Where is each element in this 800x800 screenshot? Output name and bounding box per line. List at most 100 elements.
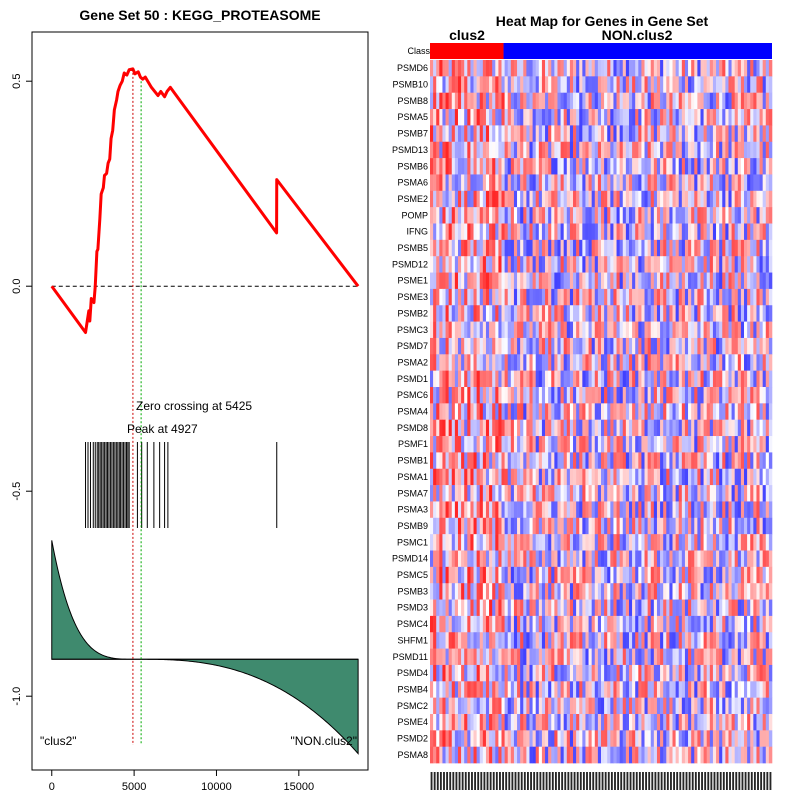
heatmap-cell [545,403,549,420]
heatmap-cell [688,256,692,273]
heatmap-cell [436,272,440,290]
heatmap-cell [566,92,571,110]
heatmap-cell [669,599,673,617]
heatmap-cell [628,730,633,747]
gene-label: PSMA8 [397,750,428,760]
heatmap-cell [445,746,449,764]
heatmap-cell [501,223,505,241]
heatmap-cell [523,207,527,224]
heatmap-cell [560,125,564,143]
heatmap-cell [691,599,695,617]
heatmap-cell [650,534,655,551]
heatmap-cell [684,419,689,437]
heatmap-cell [576,534,580,551]
heatmap-cell [473,125,477,143]
heatmap-cell [650,288,655,306]
heatmap-cell [529,615,533,633]
heatmap-cell [517,632,521,649]
heatmap-cell [725,632,729,649]
heatmap-cell [697,681,701,698]
heatmap-cell [744,485,748,502]
heatmap-cell [706,272,711,290]
heatmap-cell [759,92,763,110]
heatmap-cell [706,501,711,519]
heatmap-cell [535,141,540,159]
heatmap-cell [647,550,652,568]
heatmap-cell [734,60,739,77]
heatmap-cell [479,746,484,764]
heatmap-row [430,223,773,241]
heatmap-cell [448,125,453,143]
heatmap-cell [451,664,456,682]
heatmap-cell [647,485,652,502]
heatmap-cell [731,272,735,290]
heatmap-cell [663,158,667,175]
heatmap-cell [635,141,639,159]
heatmap-cell [747,76,751,93]
heatmap-cell [700,485,704,502]
heatmap-cell [712,664,717,682]
sample-label-mark [443,772,445,790]
heatmap-cell [750,714,754,731]
gene-label: PSMA5 [397,112,428,122]
heatmap-cell [669,125,673,143]
heatmap-cell [740,648,745,666]
heatmap-cell [467,583,471,600]
heatmap-cell [728,746,732,764]
heatmap-cell [498,387,502,404]
heatmap-cell [678,141,683,159]
heatmap-cell [563,239,568,257]
heatmap-cell [716,321,720,339]
heatmap-cell [712,337,717,355]
heatmap-cell [706,566,711,584]
heatmap-cell [638,370,642,388]
heatmap-cell [517,370,521,388]
heatmap-cell [582,501,586,519]
heatmap-cell [628,387,633,404]
heatmap-cell [632,190,636,208]
heatmap-cell [768,648,773,666]
heatmap-cell [448,664,453,682]
heatmap-cell [560,403,564,420]
heatmap-cell [594,436,599,453]
heatmap-cell [734,452,739,470]
heatmap-cell [526,174,530,192]
heatmap-cell [644,517,648,535]
heatmap-cell [526,534,530,551]
heatmap-cell [554,452,558,470]
heatmap-cell [635,92,639,110]
heatmap-cell [666,485,670,502]
heatmap-cell [532,730,537,747]
sample-label-mark [713,772,716,790]
heatmap-cell [765,501,770,519]
heatmap-cell [476,714,481,731]
heatmap-cell [442,501,446,519]
sample-label-mark [645,772,648,790]
heatmap-cell [523,566,527,584]
heatmap-cell [457,436,462,453]
heatmap-cell [756,174,760,192]
heatmap-cell [454,256,459,273]
heatmap-cell [737,583,742,600]
heatmap-cell [734,272,739,290]
heatmap-cell [725,566,729,584]
heatmap-cell [504,207,509,224]
heatmap-cell [650,452,655,470]
heatmap-cell [607,354,611,371]
heatmap-cell [451,288,456,306]
heatmap-cell [482,256,487,273]
heatmap-cell [750,697,754,715]
heatmap-cell [430,207,434,224]
heatmap-cell [656,648,661,666]
heatmap-cell [706,125,711,143]
heatmap-cell [678,92,683,110]
heatmap-cell [510,697,515,715]
heatmap-cell [632,746,636,764]
heatmap-cell [597,141,602,159]
heatmap-cell [485,714,490,731]
heatmap-cell [681,436,686,453]
heatmap-cell [495,664,499,682]
heatmap-cell [566,256,571,273]
heatmap-cell [759,321,763,339]
heatmap-cell [557,223,561,241]
